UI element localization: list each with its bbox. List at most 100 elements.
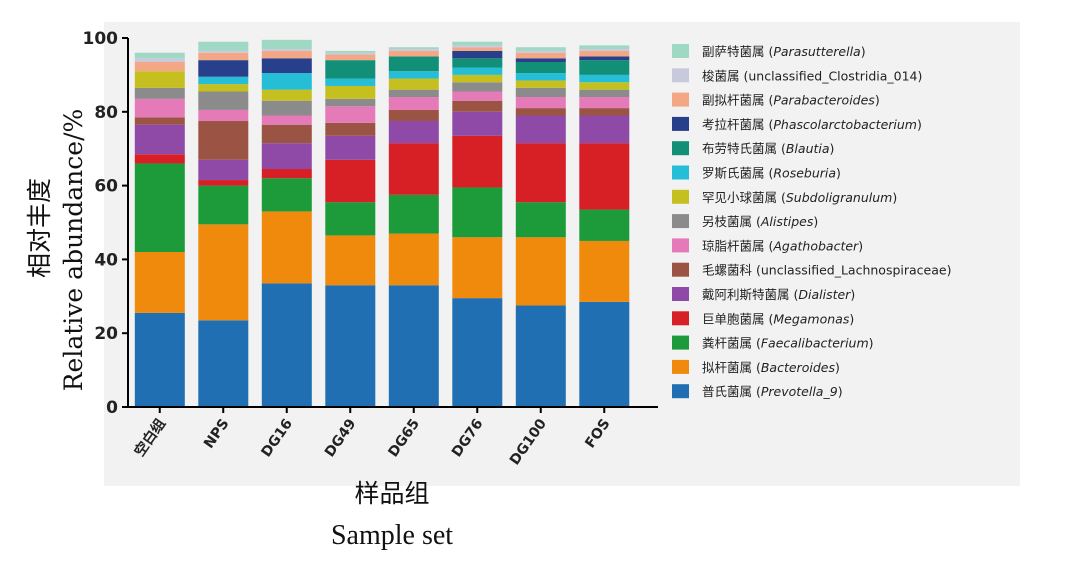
- bar-segment-5-8: [452, 74, 503, 83]
- bar-segment-6-4: [515, 115, 566, 144]
- bar-segment-3-6: [325, 106, 376, 123]
- bar-segment-5-5: [452, 100, 503, 112]
- bar-segment-4-12: [388, 50, 439, 57]
- legend-label-13: 拟杆菌属 (Bacteroides): [702, 360, 840, 375]
- bar-segment-0-6: [134, 98, 185, 118]
- legend-label-11: 巨单胞菌属 (Megamonas): [702, 311, 854, 326]
- legend-swatch-0: [672, 44, 689, 58]
- bar-segment-1-6: [198, 109, 249, 122]
- bar-segment-3-5: [325, 122, 376, 136]
- legend-label-2: 副拟杆菌属 (Parabacteroides): [702, 93, 880, 108]
- bar-segment-7-4: [579, 115, 630, 144]
- bar-segment-4-9: [388, 71, 439, 79]
- bar-segment-5-13: [452, 45, 503, 48]
- bar-segment-6-8: [515, 80, 566, 88]
- bar-segment-2-14: [261, 39, 312, 50]
- bar-segment-7-6: [579, 97, 630, 109]
- bar-segment-2-9: [261, 73, 312, 90]
- bar-segment-3-7: [325, 98, 376, 107]
- bar-segment-3-0: [325, 285, 376, 407]
- bar-segment-5-9: [452, 67, 503, 75]
- legend-swatch-10: [672, 287, 689, 301]
- legend: 副萨特菌属 (Parasutterella) 梭菌属 (unclassified_…: [672, 44, 951, 399]
- bar-segment-6-6: [515, 97, 566, 109]
- bar-segment-3-12: [325, 54, 376, 61]
- bar-segment-4-14: [388, 47, 439, 50]
- bar-segment-1-7: [198, 91, 249, 110]
- bar-segment-6-12: [515, 52, 566, 59]
- bar-segment-1-11: [198, 60, 249, 77]
- legend-swatch-13: [672, 359, 689, 374]
- bar-segment-3-1: [325, 235, 376, 286]
- bar-segment-0-0: [134, 312, 185, 407]
- bar-segment-7-7: [579, 89, 630, 98]
- bar-segment-5-3: [452, 135, 503, 188]
- bar-segment-4-0: [388, 285, 439, 407]
- legend-swatch-11: [672, 311, 689, 326]
- bar-segment-4-2: [388, 194, 439, 234]
- bar-segment-4-13: [388, 49, 439, 51]
- legend-label-9: 毛螺菌科 (unclassified_Lachnospiraceae): [702, 263, 951, 278]
- bar-segment-4-4: [388, 121, 439, 144]
- legend-swatch-6: [672, 189, 689, 204]
- legend-label-6: 罕见小球菌属 (Subdoligranulum): [702, 190, 897, 205]
- bar-segment-7-1: [579, 240, 630, 302]
- bar-segment-1-2: [198, 185, 249, 225]
- y-tick-label-5: 100: [83, 29, 119, 49]
- bar-segment-7-11: [579, 56, 630, 61]
- bar-segment-6-11: [515, 58, 566, 62]
- bar-segment-7-13: [579, 49, 630, 51]
- bar-segment-7-3: [579, 143, 630, 210]
- bar-segment-5-4: [452, 111, 503, 136]
- legend-swatch-12: [672, 335, 689, 350]
- y-tick-layer: 0 20 40 60 80 100: [83, 29, 128, 418]
- bar-segment-2-6: [261, 115, 312, 125]
- y-axis-label-en: Relative abundance/%: [59, 109, 88, 392]
- bar-segment-6-2: [515, 202, 566, 238]
- bar-segment-5-1: [452, 237, 503, 299]
- legend-swatch-8: [672, 238, 689, 253]
- y-tick-label-0: 0: [106, 398, 118, 418]
- bar-segment-6-7: [515, 87, 566, 98]
- bar-segment-5-12: [452, 47, 503, 51]
- bar-segment-7-5: [579, 108, 630, 116]
- legend-label-3: 考拉杆菌属 (Phascolarctobacterium): [702, 117, 922, 132]
- bar-segment-2-1: [261, 211, 312, 284]
- legend-swatch-7: [672, 214, 689, 229]
- bar-layer: [134, 39, 630, 407]
- bar-segment-3-10: [325, 60, 376, 79]
- bar-segment-5-10: [452, 58, 503, 68]
- bar-segment-2-5: [261, 124, 312, 144]
- bar-segment-1-9: [198, 76, 249, 85]
- bar-segment-6-13: [515, 50, 566, 53]
- legend-label-4: 布劳特氏菌属 (Blautia): [702, 141, 834, 156]
- bar-segment-6-3: [515, 143, 566, 203]
- bar-segment-0-12: [134, 61, 185, 72]
- bar-segment-0-13: [134, 58, 185, 62]
- bar-segment-4-8: [388, 78, 439, 90]
- bar-segment-2-11: [261, 58, 312, 74]
- bar-segment-1-4: [198, 159, 249, 181]
- legend-label-8: 琼脂杆菌属 (Agathobacter): [702, 238, 863, 253]
- x-axis-label-en: Sample set: [331, 520, 453, 551]
- legend-swatch-1: [672, 68, 689, 83]
- bar-segment-7-9: [579, 74, 630, 83]
- bar-segment-0-7: [134, 87, 185, 99]
- bar-segment-0-5: [134, 117, 185, 125]
- bar-segment-5-0: [452, 298, 503, 407]
- bar-segment-2-0: [261, 283, 312, 407]
- bar-segment-1-8: [198, 84, 249, 92]
- bar-segment-4-6: [388, 97, 439, 110]
- bar-segment-1-14: [198, 41, 249, 51]
- y-tick-label-4: 80: [94, 103, 118, 123]
- bar-segment-7-0: [579, 301, 630, 407]
- bar-segment-0-14: [134, 52, 185, 59]
- bar-segment-7-8: [579, 82, 630, 90]
- bar-segment-6-10: [515, 61, 566, 74]
- bar-segment-4-5: [388, 109, 439, 122]
- bar-segment-5-7: [452, 82, 503, 92]
- bar-segment-2-7: [261, 100, 312, 116]
- y-tick-label-2: 40: [94, 250, 118, 270]
- bar-segment-4-10: [388, 56, 439, 72]
